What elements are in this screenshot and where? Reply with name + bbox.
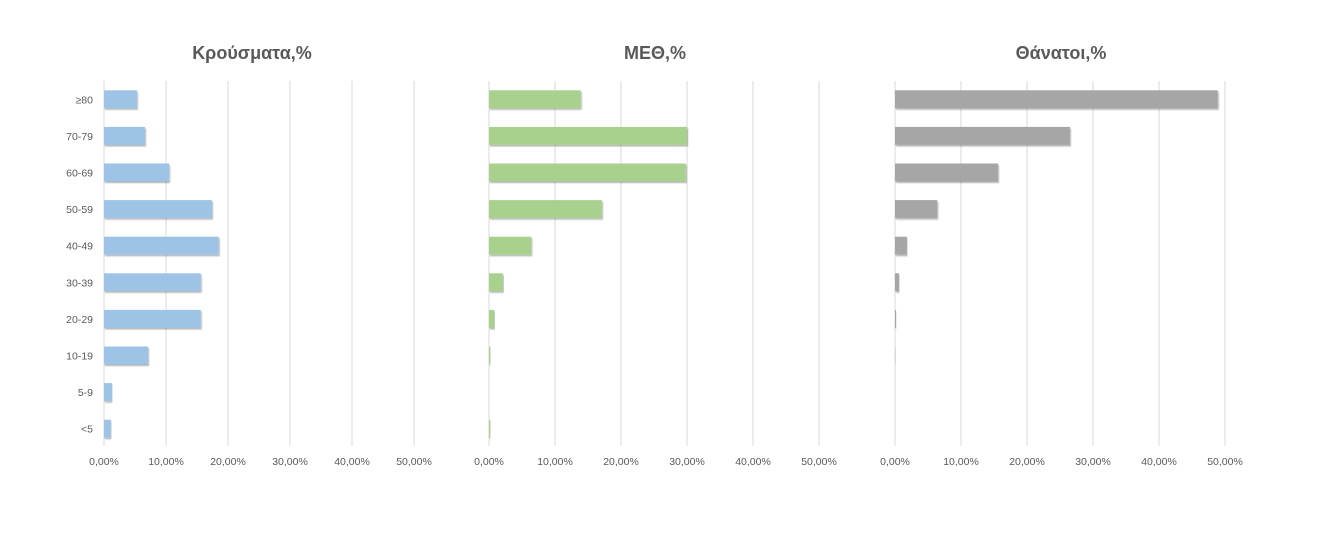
x-tick-label: 50,00%	[396, 456, 432, 468]
chart-title: Κρούσματα,%	[192, 43, 312, 63]
bar-40-49	[895, 237, 907, 255]
y-category-label: 20-29	[66, 314, 93, 326]
chart-panel-0: Κρούσματα,% 0,00% 10,00% 20,00% 30,00% 40,00%…	[66, 43, 432, 468]
bar-70-79	[104, 127, 145, 145]
x-tick-label: 10,00%	[537, 456, 573, 468]
bar-50-59	[895, 200, 937, 218]
y-category-label: <5	[81, 424, 93, 436]
y-category-label: 60-69	[66, 168, 93, 180]
x-tick-label: 10,00%	[943, 456, 979, 468]
y-category-label: 70-79	[66, 131, 93, 143]
x-tick-label: 0,00%	[474, 456, 504, 468]
y-category-label: 10-19	[66, 351, 93, 363]
x-tick-label: 30,00%	[272, 456, 308, 468]
chart-title: Θάνατοι,%	[1016, 43, 1107, 63]
y-category-label: 50-59	[66, 204, 93, 216]
x-tick-label: 10,00%	[148, 456, 184, 468]
x-tick-label: 50,00%	[801, 456, 837, 468]
x-tick-label: 40,00%	[735, 456, 771, 468]
bar-≥80	[489, 90, 581, 108]
bar-40-49	[104, 237, 219, 255]
bar-≥80	[104, 90, 137, 108]
x-tick-label: 20,00%	[1009, 456, 1045, 468]
x-tick-label: 20,00%	[603, 456, 639, 468]
bar-10-19	[104, 347, 148, 365]
bar-50-59	[489, 200, 602, 218]
y-category-label: 40-49	[66, 241, 93, 253]
bar-<5	[104, 420, 111, 438]
bar-50-59	[104, 200, 212, 218]
x-tick-label: 0,00%	[89, 456, 119, 468]
bar-<5	[489, 420, 490, 438]
x-tick-label: 30,00%	[669, 456, 705, 468]
bar-40-49	[489, 237, 531, 255]
bar-30-39	[489, 273, 503, 291]
bar-60-69	[895, 164, 998, 182]
bar-60-69	[489, 164, 686, 182]
y-category-label: ≥80	[76, 94, 94, 106]
bar-≥80	[895, 90, 1218, 108]
bar-60-69	[104, 164, 169, 182]
x-tick-label: 50,00%	[1207, 456, 1243, 468]
bar-20-29	[489, 310, 494, 328]
chart-title: ΜΕΘ,%	[624, 43, 686, 63]
y-category-label: 5-9	[78, 387, 93, 399]
bar-20-29	[895, 310, 896, 328]
y-category-label: 30-39	[66, 277, 93, 289]
bar-10-19	[489, 347, 490, 365]
bar-5-9	[104, 383, 112, 401]
chart-panel-2: Θάνατοι,% 0,00% 10,00% 20,00% 30,00% 40,00% 50…	[880, 43, 1243, 468]
x-tick-label: 0,00%	[880, 456, 910, 468]
x-tick-label: 40,00%	[334, 456, 370, 468]
x-tick-label: 40,00%	[1141, 456, 1177, 468]
bar-30-39	[895, 273, 899, 291]
x-tick-label: 20,00%	[210, 456, 246, 468]
bar-70-79	[489, 127, 687, 145]
x-tick-label: 30,00%	[1075, 456, 1111, 468]
bar-20-29	[104, 310, 201, 328]
bar-70-79	[895, 127, 1070, 145]
bar-30-39	[104, 273, 201, 291]
chart-panel-1: ΜΕΘ,% 0,00% 10,00% 20,00% 30,00% 40,00% 50,00%	[474, 43, 837, 468]
